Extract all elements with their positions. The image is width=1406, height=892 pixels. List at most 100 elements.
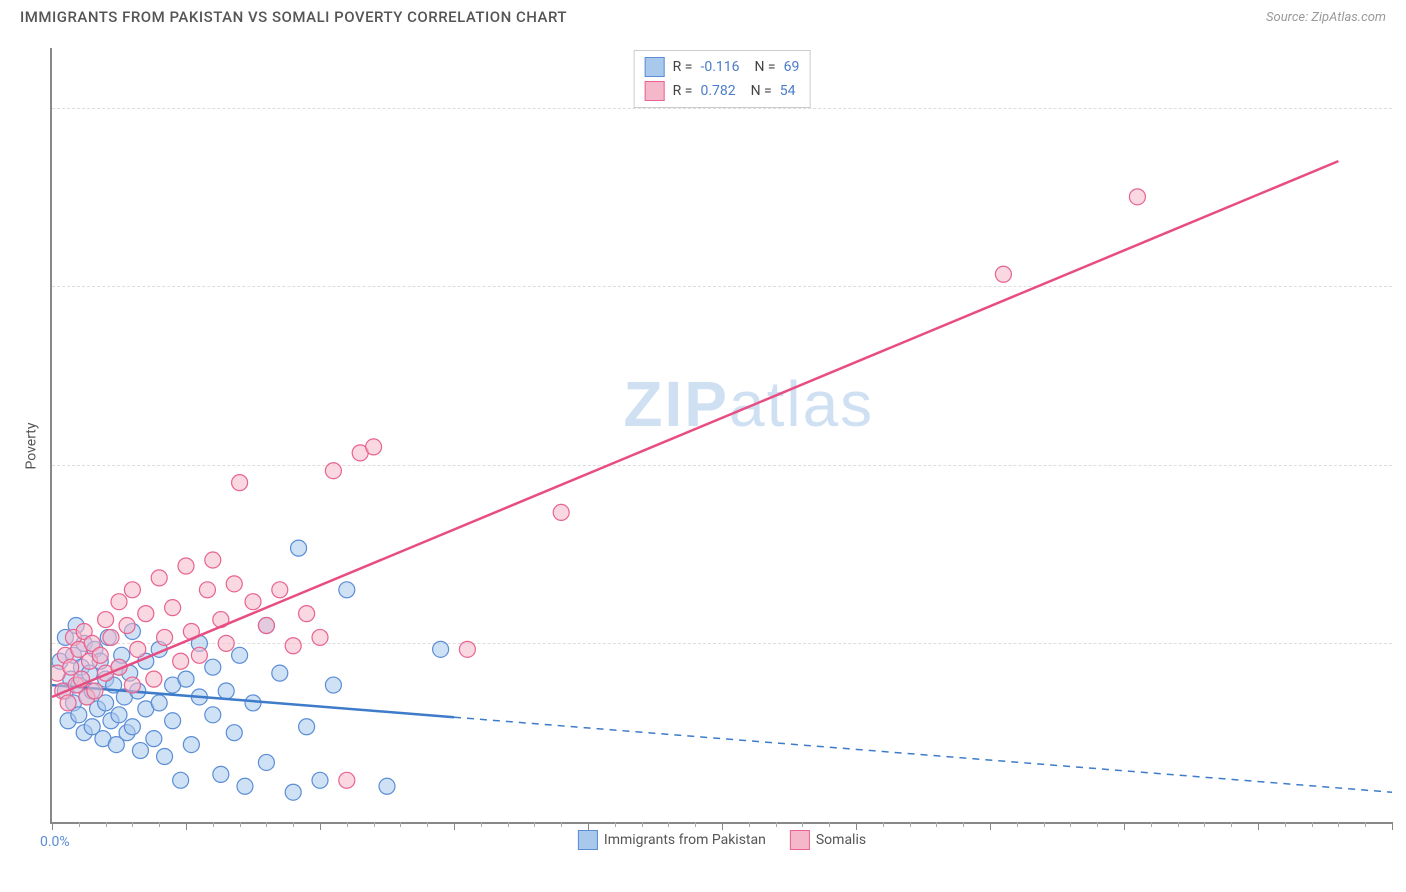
data-point <box>151 570 167 586</box>
data-point <box>312 629 328 645</box>
data-point <box>157 749 173 765</box>
data-point <box>325 677 341 693</box>
data-point <box>272 582 288 598</box>
data-point <box>178 558 194 574</box>
xtick-minor <box>106 822 107 827</box>
xtick-major <box>1124 822 1125 830</box>
data-point <box>199 582 215 598</box>
xtick-minor <box>1017 822 1018 827</box>
data-point <box>226 725 242 741</box>
xtick-major <box>1392 822 1393 830</box>
xtick-minor <box>883 822 884 827</box>
legend-statistics: R = -0.116 N = 69 R = 0.782 N = 54 <box>634 50 811 108</box>
data-point <box>111 594 127 610</box>
r-label: R = <box>673 59 693 75</box>
data-point <box>103 629 119 645</box>
xtick-minor <box>266 822 267 827</box>
data-point <box>124 582 140 598</box>
data-point <box>218 635 234 651</box>
trend-line-solid <box>52 161 1338 697</box>
data-point <box>205 707 221 723</box>
xtick-major <box>1258 822 1259 830</box>
xtick-minor <box>963 822 964 827</box>
n-label: N = <box>748 59 776 75</box>
data-point <box>146 731 162 747</box>
data-point <box>232 475 248 491</box>
legend-label-pakistan: Immigrants from Pakistan <box>604 832 766 848</box>
data-point <box>146 671 162 687</box>
n-value-pakistan: 69 <box>784 59 800 75</box>
data-point <box>1129 189 1145 205</box>
xtick-minor <box>1338 822 1339 827</box>
n-value-somalis: 54 <box>780 83 796 99</box>
xtick-minor <box>1178 822 1179 827</box>
xtick-minor <box>668 822 669 827</box>
data-point <box>459 641 475 657</box>
swatch-pakistan-icon <box>578 830 598 850</box>
xtick-major <box>186 822 187 830</box>
xtick-minor <box>1097 822 1098 827</box>
data-point <box>232 647 248 663</box>
data-point <box>205 552 221 568</box>
data-point <box>130 641 146 657</box>
data-point <box>995 266 1011 282</box>
xtick-minor <box>347 822 348 827</box>
xtick-major <box>320 822 321 830</box>
data-point <box>237 778 253 794</box>
xtick-minor <box>1044 822 1045 827</box>
xtick-minor <box>1070 822 1071 827</box>
data-point <box>165 713 181 729</box>
swatch-somalis <box>645 81 665 101</box>
data-point <box>213 766 229 782</box>
xtick-minor <box>829 822 830 827</box>
data-point <box>245 594 261 610</box>
data-point <box>138 606 154 622</box>
data-point <box>226 576 242 592</box>
data-point <box>258 754 274 770</box>
scatter-svg <box>52 48 1392 822</box>
data-point <box>433 641 449 657</box>
r-label: R = <box>673 83 693 99</box>
legend-row-pakistan: R = -0.116 N = 69 <box>645 55 800 79</box>
xtick-minor <box>1365 822 1366 827</box>
data-point <box>132 743 148 759</box>
data-point <box>312 772 328 788</box>
header: IMMIGRANTS FROM PAKISTAN VS SOMALI POVER… <box>0 0 1406 30</box>
data-point <box>285 638 301 654</box>
xtick-minor <box>400 822 401 827</box>
swatch-somalis-icon <box>790 830 810 850</box>
trend-line-dashed <box>454 717 1392 792</box>
xtick-minor <box>534 822 535 827</box>
data-point <box>291 540 307 556</box>
xtick-minor <box>1312 822 1313 827</box>
n-label: N = <box>744 83 772 99</box>
data-point <box>553 504 569 520</box>
xtick-minor <box>936 822 937 827</box>
xtick-minor <box>910 822 911 827</box>
data-point <box>98 612 114 628</box>
xtick-minor <box>481 822 482 827</box>
xtick-minor <box>695 822 696 827</box>
xtick-minor <box>802 822 803 827</box>
data-point <box>183 737 199 753</box>
legend-row-somalis: R = 0.782 N = 54 <box>645 79 800 103</box>
data-point <box>379 778 395 794</box>
xtick-minor <box>615 822 616 827</box>
data-point <box>191 647 207 663</box>
xtick-minor <box>240 822 241 827</box>
y-axis-label: Poverty <box>24 422 40 469</box>
xtick-minor <box>213 822 214 827</box>
data-point <box>60 695 76 711</box>
xtick-major <box>52 822 53 830</box>
legend-item-pakistan: Immigrants from Pakistan <box>578 830 766 850</box>
swatch-pakistan <box>645 57 665 77</box>
xtick-minor <box>749 822 750 827</box>
legend-bottom: Immigrants from Pakistan Somalis <box>578 830 866 850</box>
data-point <box>366 439 382 455</box>
xtick-minor <box>1285 822 1286 827</box>
source-label: Source: ZipAtlas.com <box>1266 10 1386 25</box>
data-point <box>165 600 181 616</box>
data-point <box>178 671 194 687</box>
data-point <box>111 707 127 723</box>
xtick-minor <box>427 822 428 827</box>
